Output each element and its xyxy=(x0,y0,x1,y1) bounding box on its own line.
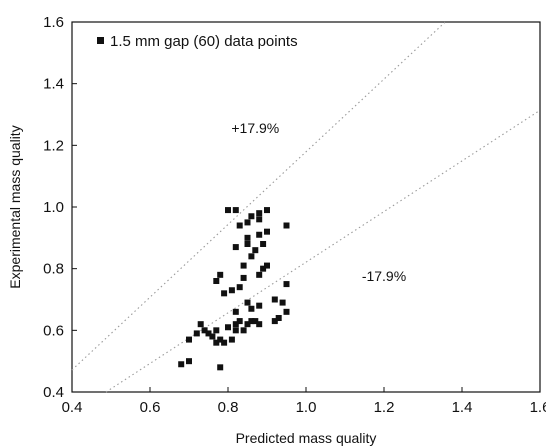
y-axis-ticks: 0.4 0.6 0.8 1.0 1.2 1.4 1.6 xyxy=(43,14,77,401)
data-point xyxy=(256,216,263,223)
data-point xyxy=(244,241,251,247)
data-point xyxy=(260,241,267,247)
x-tick-label: 1.6 xyxy=(530,399,546,416)
annotation-minus-17-9: -17.9% xyxy=(362,268,406,284)
legend: 1.5 mm gap (60) data points xyxy=(97,33,298,50)
data-point xyxy=(264,262,270,269)
data-point xyxy=(193,330,200,337)
x-axis-ticks: 0.4 0.6 0.8 1.0 1.2 1.4 1.6 xyxy=(62,387,546,416)
y-tick-label: 1.2 xyxy=(43,137,64,154)
data-point xyxy=(240,274,247,281)
data-point xyxy=(228,336,235,343)
data-point xyxy=(213,339,220,346)
legend-marker xyxy=(97,37,104,44)
x-tick-label: 0.4 xyxy=(62,399,83,416)
x-tick-label: 0.8 xyxy=(218,399,239,416)
data-point xyxy=(244,219,251,226)
data-point xyxy=(256,321,263,328)
y-axis-title: Experimental mass quality xyxy=(7,125,23,288)
data-point xyxy=(279,299,286,306)
x-tick-label: 0.6 xyxy=(140,399,161,416)
data-point xyxy=(256,231,263,238)
x-tick-label: 1.4 xyxy=(452,399,473,416)
data-point xyxy=(248,253,255,260)
y-tick-label: 1.6 xyxy=(43,14,64,31)
data-point xyxy=(232,308,239,315)
data-points xyxy=(178,207,290,371)
y-tick-label: 0.4 xyxy=(43,384,64,401)
data-point xyxy=(256,271,263,278)
y-tick-label: 0.6 xyxy=(43,322,64,339)
data-point xyxy=(244,299,251,306)
data-point xyxy=(236,318,243,325)
data-point xyxy=(217,336,224,343)
data-point xyxy=(209,333,216,340)
data-point xyxy=(221,339,228,346)
data-point xyxy=(228,287,235,294)
x-tick-label: 1.0 xyxy=(296,399,317,416)
data-point xyxy=(240,262,247,269)
data-point xyxy=(217,271,224,278)
reference-line-minus xyxy=(105,109,541,393)
data-point xyxy=(252,318,259,325)
reference-line-plus xyxy=(71,21,446,371)
data-point xyxy=(240,327,247,334)
data-point xyxy=(283,308,290,315)
data-point xyxy=(248,318,255,325)
data-point xyxy=(244,234,251,241)
data-point xyxy=(205,330,212,337)
data-point xyxy=(225,324,231,331)
data-point xyxy=(186,336,192,343)
data-point xyxy=(256,210,263,217)
data-point xyxy=(236,284,243,291)
data-point xyxy=(264,228,270,235)
data-point xyxy=(217,364,224,371)
data-point xyxy=(256,302,263,309)
data-point xyxy=(213,327,220,334)
data-point xyxy=(275,315,282,321)
data-point xyxy=(264,207,270,214)
data-point xyxy=(232,327,239,334)
data-point xyxy=(178,361,185,368)
data-point xyxy=(232,321,239,328)
data-point xyxy=(283,222,290,229)
data-point xyxy=(221,290,228,297)
legend-entry: 1.5 mm gap (60) data points xyxy=(110,33,298,50)
data-point xyxy=(260,265,267,272)
data-point xyxy=(232,207,239,214)
data-point xyxy=(283,281,290,288)
y-tick-label: 0.8 xyxy=(43,261,64,278)
annotations: +17.9% -17.9% xyxy=(231,120,406,284)
data-point xyxy=(236,222,243,229)
data-point xyxy=(197,321,204,328)
reference-lines xyxy=(71,21,541,393)
data-point xyxy=(225,207,231,214)
y-tick-label: 1.0 xyxy=(43,199,64,216)
data-point xyxy=(248,213,255,220)
data-point xyxy=(213,278,220,284)
x-tick-label: 1.2 xyxy=(374,399,395,416)
annotation-plus-17-9: +17.9% xyxy=(231,120,279,136)
plot-area-frame xyxy=(71,21,541,393)
x-axis-title: Predicted mass quality xyxy=(236,430,377,446)
data-point xyxy=(186,358,192,365)
data-point xyxy=(252,247,259,254)
data-point xyxy=(244,321,251,328)
data-point xyxy=(271,318,278,325)
data-point xyxy=(201,327,208,334)
data-point xyxy=(232,244,239,251)
y-tick-label: 1.4 xyxy=(43,76,64,93)
data-point xyxy=(271,296,278,303)
data-point xyxy=(248,305,255,312)
